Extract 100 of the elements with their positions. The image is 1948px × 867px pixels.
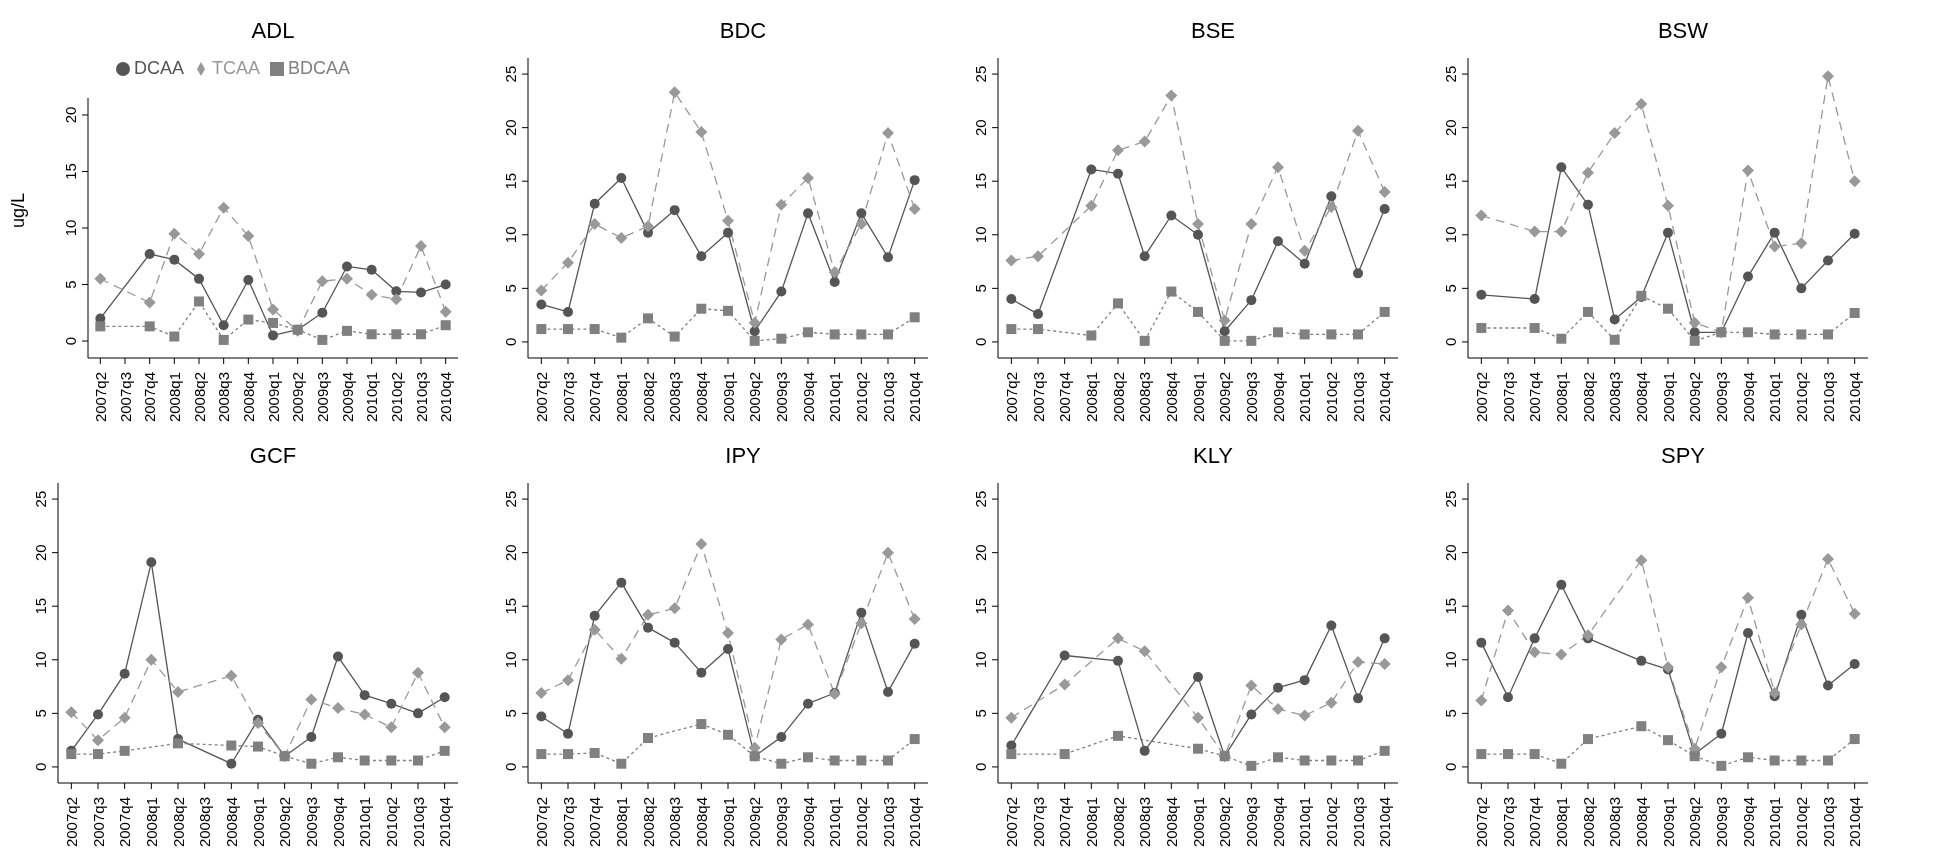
point: [536, 749, 547, 760]
point: [643, 733, 653, 743]
point: [1379, 633, 1390, 644]
point: [1636, 655, 1647, 666]
x-tick-label: 2007q4: [586, 797, 604, 848]
point: [1795, 237, 1808, 250]
x-tick-label: 2010q3: [409, 797, 427, 848]
x-tick-label: 2007q3: [559, 797, 577, 848]
x-tick-label: 2009q2: [1686, 372, 1704, 423]
y-tick-label: 0: [972, 337, 989, 347]
y-tick-label: 20: [62, 106, 79, 124]
point: [856, 208, 867, 219]
x-tick-label: 2009q4: [1739, 797, 1757, 848]
x-tick-label: 2009q4: [1269, 372, 1287, 423]
point: [1529, 294, 1540, 305]
point: [1555, 225, 1568, 238]
point: [1245, 218, 1258, 231]
x-tick-label: 2008q3: [666, 797, 684, 848]
point: [144, 249, 155, 259]
point: [1475, 209, 1488, 222]
point: [1476, 289, 1487, 300]
x-tick-label: 2010q2: [1322, 372, 1340, 423]
x-tick-label: 2007q4: [116, 797, 134, 848]
x-tick-label: 2010q3: [1819, 797, 1837, 848]
point: [1822, 70, 1834, 83]
point: [1556, 579, 1567, 590]
x-tick-label: 2010q4: [906, 797, 924, 848]
point: [1663, 735, 1673, 746]
point: [1689, 335, 1700, 346]
point: [253, 741, 263, 752]
legend-label: TCAA: [211, 58, 260, 78]
point: [1476, 749, 1487, 760]
x-tick-label: 2010q3: [1349, 372, 1367, 423]
point: [1058, 678, 1071, 691]
point: [333, 651, 343, 662]
point: [1219, 326, 1230, 337]
point: [1352, 655, 1364, 668]
x-tick-label: 2009q4: [1739, 372, 1757, 423]
point: [1795, 618, 1808, 631]
point: [440, 279, 451, 290]
x-tick-label: 2009q1: [1659, 372, 1677, 423]
point: [385, 721, 398, 734]
point: [1823, 329, 1833, 340]
point: [696, 251, 707, 262]
x-tick-label: 2007q4: [586, 372, 604, 423]
point: [1218, 314, 1231, 327]
point: [317, 334, 328, 345]
point: [1112, 144, 1124, 157]
chart-title: GCF: [248, 443, 298, 470]
point: [535, 687, 548, 699]
y-tick-label: 0: [1442, 337, 1459, 347]
chart-title: BDC: [718, 18, 768, 45]
x-tick-label: 2008q2: [639, 372, 657, 423]
x-tick-label: 2010q2: [852, 372, 870, 423]
point: [696, 719, 707, 730]
point: [1272, 161, 1284, 174]
point: [1086, 330, 1097, 341]
point: [1743, 752, 1753, 763]
x-tick-label: 2009q1: [1659, 797, 1677, 848]
y-tick-label: 20: [972, 119, 989, 136]
point: [365, 288, 378, 301]
x-tick-label: 2010q4: [1376, 797, 1394, 848]
x-tick-label: 2009q3: [313, 372, 331, 423]
point: [1138, 645, 1151, 658]
point: [883, 755, 893, 766]
point: [390, 293, 403, 306]
point: [169, 254, 180, 265]
legend-label: DCAA: [133, 58, 184, 78]
point: [1743, 628, 1753, 638]
point: [413, 755, 423, 766]
point: [589, 748, 600, 758]
y-axis-title: ug/L: [8, 192, 29, 228]
point: [1325, 200, 1338, 213]
y-tick-label: 10: [972, 651, 989, 669]
chart-title: IPY: [724, 443, 762, 470]
point: [883, 686, 893, 697]
point: [776, 286, 787, 297]
point: [1006, 749, 1017, 760]
point: [1529, 323, 1540, 333]
point: [562, 674, 574, 687]
y-tick-label: 0: [1442, 762, 1459, 772]
point: [386, 698, 397, 709]
point: [722, 627, 734, 639]
x-tick-label: 2008q4: [239, 372, 257, 423]
point: [1378, 185, 1391, 198]
point: [416, 287, 426, 298]
x-tick-label: 2007q3: [1499, 797, 1517, 848]
x-tick-label: 2007q3: [559, 372, 577, 423]
x-tick-label: 2009q3: [772, 372, 790, 423]
y-tick-label: 0: [32, 762, 49, 772]
point: [855, 218, 868, 231]
x-tick-label: 2008q1: [1552, 372, 1570, 423]
point: [119, 745, 130, 756]
x-tick-label: 2010q1: [826, 797, 844, 848]
point: [909, 638, 920, 649]
point: [1769, 227, 1780, 238]
x-tick-label: 2009q3: [1242, 372, 1260, 423]
point: [1503, 749, 1513, 760]
point: [1166, 286, 1177, 297]
point: [439, 692, 450, 703]
